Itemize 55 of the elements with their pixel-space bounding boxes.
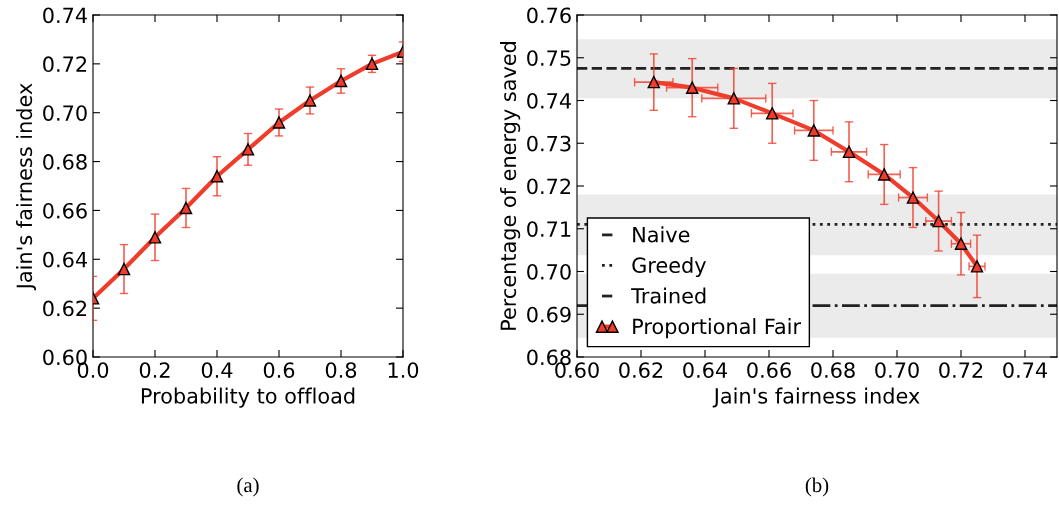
point xyxy=(906,191,920,204)
y-tick-label: 0.64 xyxy=(43,251,87,268)
x-tick-label: 0.64 xyxy=(683,362,728,378)
point xyxy=(842,145,856,159)
x-tick-label: 0.68 xyxy=(811,362,855,378)
y-tick-label: 0.74 xyxy=(43,7,87,24)
y-tick-label: 0.75 xyxy=(527,50,571,66)
point xyxy=(148,231,162,244)
point xyxy=(647,75,661,89)
point xyxy=(272,116,286,129)
legend-label: Trained xyxy=(631,287,706,304)
y-tick-label: 0.69 xyxy=(527,306,571,323)
y-tick-label: 0.72 xyxy=(527,178,571,195)
y-tick-label: 0.70 xyxy=(43,105,87,121)
x-tick-label: 0.66 xyxy=(747,362,791,378)
x-tick-label: 0.70 xyxy=(875,362,919,378)
point xyxy=(334,74,348,88)
point xyxy=(765,107,779,120)
x-tick-label: 0.8 xyxy=(325,362,357,378)
x-tick-label: 0.4 xyxy=(201,362,233,378)
point xyxy=(241,143,255,156)
x-tick-label: 0.62 xyxy=(619,362,663,378)
y-tick-label: 0.71 xyxy=(527,221,571,237)
y-tick-label: 0.70 xyxy=(527,263,571,280)
y-tick-label: 0.62 xyxy=(43,300,87,317)
y-axis-title: Jain's fairness index xyxy=(16,83,37,291)
point xyxy=(807,124,821,137)
y-tick-label: 0.73 xyxy=(527,135,571,152)
point xyxy=(179,201,193,215)
text: (b) xyxy=(805,477,829,497)
point xyxy=(954,237,968,250)
x-axis-title: Jain's fairness index xyxy=(712,387,920,408)
point xyxy=(117,262,131,276)
point xyxy=(210,169,224,183)
point xyxy=(727,92,741,105)
x-tick-label: 0.2 xyxy=(139,362,170,378)
legend-label: Naive xyxy=(633,226,690,243)
text: (a) xyxy=(237,477,259,497)
y-tick-label: 0.72 xyxy=(43,56,87,73)
y-axis-title: Percentage of energy saved xyxy=(500,42,521,330)
y-tick-label: 0.66 xyxy=(43,202,87,219)
y-tick-label: 0.68 xyxy=(43,154,87,170)
x-tick-label: 0.74 xyxy=(1003,362,1048,378)
x-tick-label: 1.0 xyxy=(388,362,419,378)
point xyxy=(932,214,945,228)
point xyxy=(877,168,891,181)
point xyxy=(685,81,699,94)
legend-label: Proportional Fair xyxy=(633,318,802,339)
y-tick-label: 0.76 xyxy=(527,7,571,24)
x-axis-title: Probability to offload xyxy=(141,387,355,408)
legend-label: Greedy xyxy=(632,256,706,278)
x-tick-label: 0.72 xyxy=(939,362,983,378)
y-tick-label: 0.74 xyxy=(527,92,571,109)
point xyxy=(303,94,317,107)
x-tick-label: 0.6 xyxy=(263,362,295,378)
